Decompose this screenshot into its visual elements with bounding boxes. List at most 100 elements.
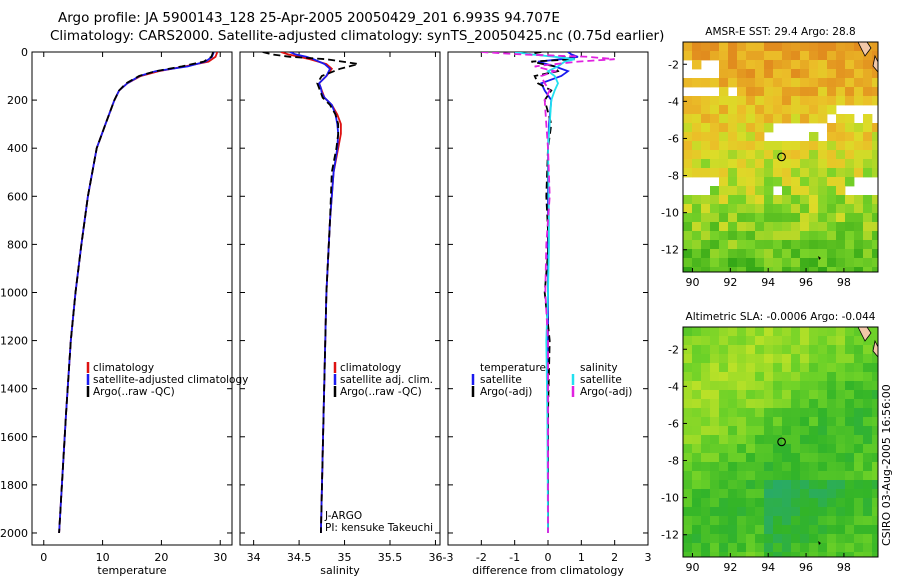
sst_map-cell [836,213,846,223]
sla_map-cell [800,408,810,418]
sst_map-cell [818,114,828,124]
sla_map-cell [728,390,738,400]
sst_map-cell [800,105,810,115]
sla_map-cell [746,336,756,346]
sla_map-cell [818,435,828,445]
sst_map-cell [854,78,864,88]
sst_map-cell [737,177,747,187]
sst_map-cell [782,177,792,187]
sla_map-cell [683,408,693,418]
sst_map-cell [836,249,846,259]
sst_map-cell [863,132,873,142]
sla_map-cell [737,507,747,517]
sla_map-cell [845,489,855,499]
sla_map-cell [872,525,879,535]
sla_map-cell [800,417,810,427]
sla_map-cell [737,534,747,544]
sla_map-cell [701,435,711,445]
sst_map-cell [719,258,729,268]
sla_map-cell [755,336,765,346]
sla_map-panel: 90 92 94 96 98 -2 -4 -6 -8 -10 -12 Altimetric SLA: … [661,311,879,574]
sla_map-cell [683,327,693,337]
sla_map-cell [863,435,873,445]
sst_map-cell [818,78,828,88]
sla_map-cell [728,534,738,544]
sst_map-xtick-label: 98 [837,276,851,289]
sla_map-cell [737,516,747,526]
sla_map-cell [854,489,864,499]
sst_map-cell [710,105,720,115]
sst_map-cell [872,78,879,88]
sst_map-cell [710,240,720,250]
sst_map-cell [719,204,729,214]
sla_map-cell [845,327,855,337]
sla_map-cell [827,489,837,499]
sst_map-cell [863,60,873,70]
sst_map-cell [683,123,693,133]
sla_map-cell [755,525,765,535]
sla_map-cell [773,390,783,400]
sla_map-cell [854,516,864,526]
sla_map-cell [854,507,864,517]
sla_map-cell [728,498,738,508]
sst_map-cell [683,96,693,106]
sst_map-cell [764,186,774,196]
sla_map-cell [773,435,783,445]
sst_map-cell [800,69,810,79]
sst_map-cell [719,96,729,106]
sla_map-cell [782,390,792,400]
sst_map-cell [764,267,774,273]
sst_map-panel: 90 92 94 96 98 -2 -4 -6 -8 -10 -12 AMSR-E SST: 29.4… [661,26,879,289]
depth-tick-label: 1400 [0,383,28,396]
sst_map-cell [773,141,783,151]
sla_map-cell [683,399,693,409]
sla_map-cell [773,516,783,526]
sst_map-cell [755,132,765,142]
sst_map-cell [782,60,792,70]
sst_map-cell [872,267,879,273]
sst_map-cell [755,177,765,187]
sla_map-cell [809,525,819,535]
sst_map-cell [791,168,801,178]
sla_map-cell [845,543,855,553]
sst_map-cell [737,159,747,169]
sla_map-cell [791,426,801,436]
sst_map-cell [737,222,747,232]
sla_map-cell [737,327,747,337]
sst_map-cell [746,168,756,178]
sla_map-cell [845,534,855,544]
sst_map-cell [782,231,792,241]
sst_map-cell [809,195,819,205]
sla_map-cell [827,408,837,418]
sst_map-cell [800,51,810,61]
sla_map-cell [845,381,855,391]
argo-position-marker [777,152,786,162]
sla_map-cell [872,471,879,481]
sla_map-cell [845,552,855,558]
sst_map-cell [827,159,837,169]
sla_map-cell [863,372,873,382]
sla_map-cell [827,534,837,544]
sla_map-cell [746,354,756,364]
sst_map-cell [692,249,702,259]
sla_map-cell [764,543,774,553]
sla_map-cell [710,417,720,427]
sla_map-cell [764,462,774,472]
sla_map-cell [872,408,879,418]
sla_map-cell [800,525,810,535]
sst_map-cell [692,96,702,106]
sla_map-cell [737,489,747,499]
sst_map-cell [818,51,828,61]
sst_map-cell [800,60,810,70]
sla_map-ytick-label: -2 [668,343,679,356]
sla_map-cell [854,462,864,472]
sst_map-cell [818,96,828,106]
sla_map-cell [863,408,873,418]
sla_map-cell [818,480,828,490]
sst_map-cell [701,96,711,106]
sla_map-cell [854,534,864,544]
sla_map-cell [728,489,738,499]
depth-tick-label: 0 [21,46,28,59]
sst_map-cell [836,168,846,178]
sla_map-cell [791,381,801,391]
